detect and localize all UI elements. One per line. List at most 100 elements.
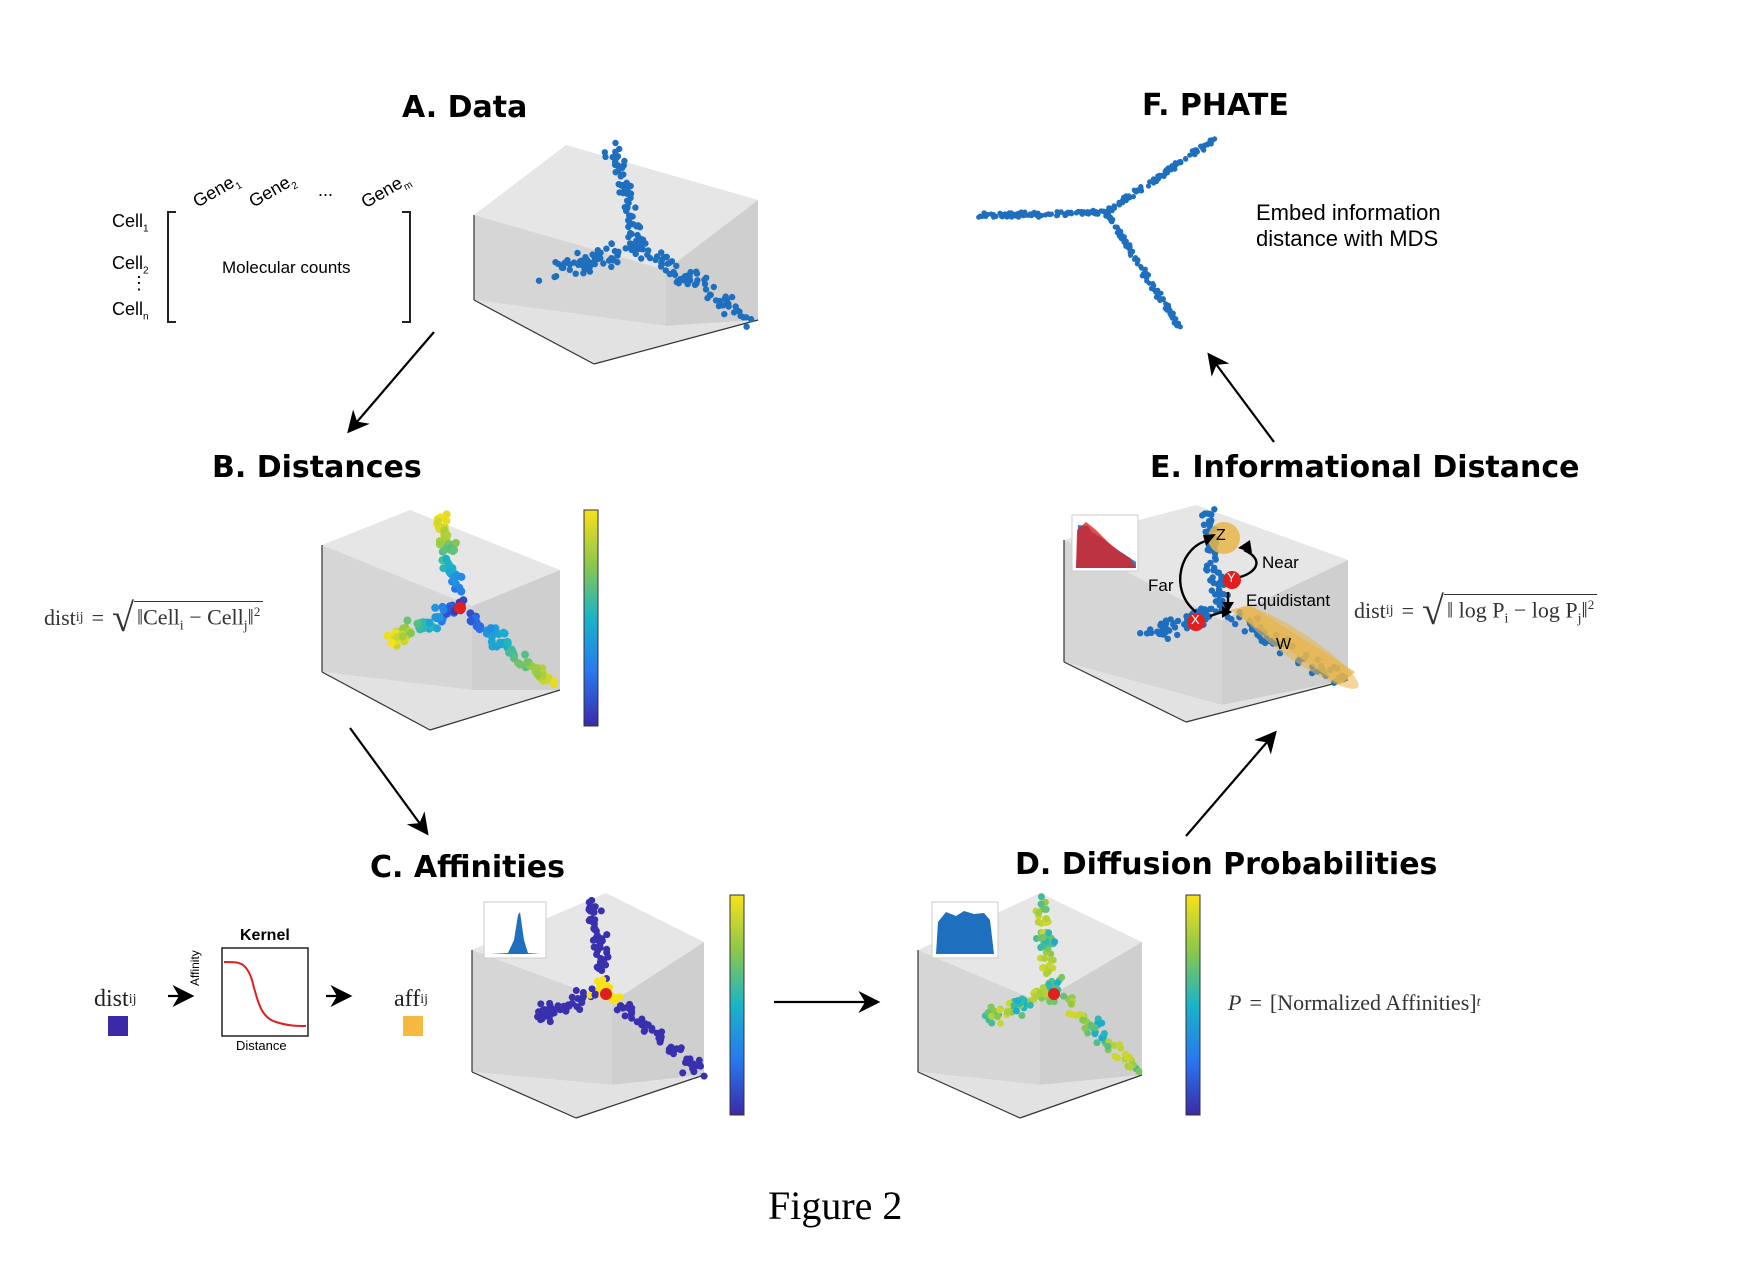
arrow-b-to-c: [349, 727, 429, 836]
scatter-point: [1054, 212, 1061, 219]
scatter-point: [997, 1019, 1004, 1027]
scatter-point: [586, 907, 594, 915]
scatter-point: [523, 658, 532, 667]
plot-e-inset: [1071, 514, 1139, 572]
scatter-point: [521, 650, 529, 659]
scatter-point: [1112, 224, 1118, 230]
scatter-point: [1054, 979, 1062, 987]
scatter-point: [1215, 599, 1223, 606]
scatter-point: [591, 260, 598, 268]
scatter-point: [620, 162, 627, 169]
scatter-point: [1203, 566, 1210, 573]
scatter-point: [588, 985, 596, 993]
marker-y: [1223, 571, 1241, 589]
scatter-point: [1129, 249, 1135, 255]
scatter-point: [987, 1003, 995, 1011]
scatter-point: [608, 240, 615, 248]
scatter-point: [1127, 1063, 1134, 1071]
scatter-point: [658, 249, 665, 256]
scatter-point: [1078, 208, 1084, 215]
scatter-point: [1210, 579, 1217, 587]
scatter-point: [670, 268, 677, 276]
arrow-a-to-b: [347, 331, 435, 434]
scatter-point: [1211, 564, 1218, 571]
scatter-point: [1089, 208, 1095, 214]
scatter-point: [1058, 209, 1064, 215]
panel-d-title: D. Diffusion Probabilities: [1015, 847, 1438, 882]
scatter-point: [1100, 1030, 1108, 1037]
scatter-point: [1160, 296, 1166, 303]
scatter-point: [1150, 178, 1156, 184]
scatter-point: [1200, 521, 1208, 528]
scatter-point: [1006, 210, 1012, 216]
scatter-point: [1013, 1007, 1020, 1015]
panel-c-title: C. Affinities: [370, 850, 565, 885]
scatter-point: [442, 516, 451, 525]
plot-e-markers: [1187, 571, 1241, 631]
scatter-point: [679, 1069, 687, 1077]
scatter-point: [383, 631, 392, 640]
scatter-point: [695, 1056, 703, 1064]
scatter-point: [996, 1006, 1003, 1014]
cell-label-1: Cell1: [112, 211, 149, 235]
scatter-point: [1045, 981, 1052, 989]
scatter-point: [707, 291, 714, 299]
scatter-point: [703, 274, 710, 281]
panel-f-title: F. PHATE: [1142, 88, 1289, 123]
scatter-point: [721, 310, 728, 318]
scatter-point: [499, 628, 508, 637]
dist-swatch: [108, 1016, 128, 1036]
scatter-point: [1176, 323, 1182, 329]
plot-d-box: [917, 893, 1143, 1119]
scatter-point: [1262, 639, 1269, 647]
scatter-point: [403, 616, 412, 625]
scatter-point: [625, 223, 632, 230]
scatter-point: [1047, 956, 1055, 964]
scatter-point: [628, 1010, 635, 1018]
scatter-point: [1160, 631, 1167, 638]
scatter-point: [623, 1003, 631, 1011]
scatter-point: [988, 1019, 996, 1027]
label-x: X: [1191, 612, 1200, 627]
scatter-point: [1031, 211, 1037, 217]
scatter-point: [1189, 148, 1195, 154]
scatter-point: [736, 308, 743, 315]
scatter-point: [579, 992, 587, 1000]
scatter-point: [1110, 1041, 1118, 1049]
scatter-point: [608, 263, 615, 270]
scatter-point: [1162, 172, 1168, 178]
scatter-point: [591, 916, 599, 924]
scatter-point: [505, 648, 514, 657]
scatter-point: [627, 229, 634, 237]
scatter-point: [551, 273, 558, 281]
kernel-xlabel: Distance: [236, 1038, 287, 1053]
scatter-point: [1214, 569, 1221, 576]
scatter-point: [611, 161, 619, 168]
scatter-point: [701, 280, 709, 288]
scatter-point: [629, 213, 636, 220]
plot-d-points: [981, 893, 1143, 1075]
scatter-point: [625, 217, 632, 224]
plot-b-points: [383, 510, 559, 689]
scatter-point: [997, 210, 1003, 216]
center-point: [1048, 988, 1060, 1000]
scatter-point: [1166, 627, 1173, 634]
scatter-point: [597, 249, 604, 256]
cell-label-vdots: ⋮: [130, 273, 148, 293]
scatter-point: [597, 937, 605, 945]
scatter-point: [1211, 506, 1218, 513]
scatter-point: [566, 266, 573, 274]
gene-headers: Gene1 Gene2 ... Genem: [180, 150, 430, 220]
scatter-point: [582, 256, 589, 263]
scatter-point: [433, 624, 442, 633]
scatter-point: [712, 297, 720, 304]
scatter-point: [658, 1028, 666, 1036]
scatter-point: [666, 259, 673, 266]
scatter-point: [1138, 185, 1144, 191]
scatter-point: [387, 639, 396, 648]
aff-label: aff ij: [394, 986, 428, 1012]
scatter-point: [451, 539, 460, 547]
